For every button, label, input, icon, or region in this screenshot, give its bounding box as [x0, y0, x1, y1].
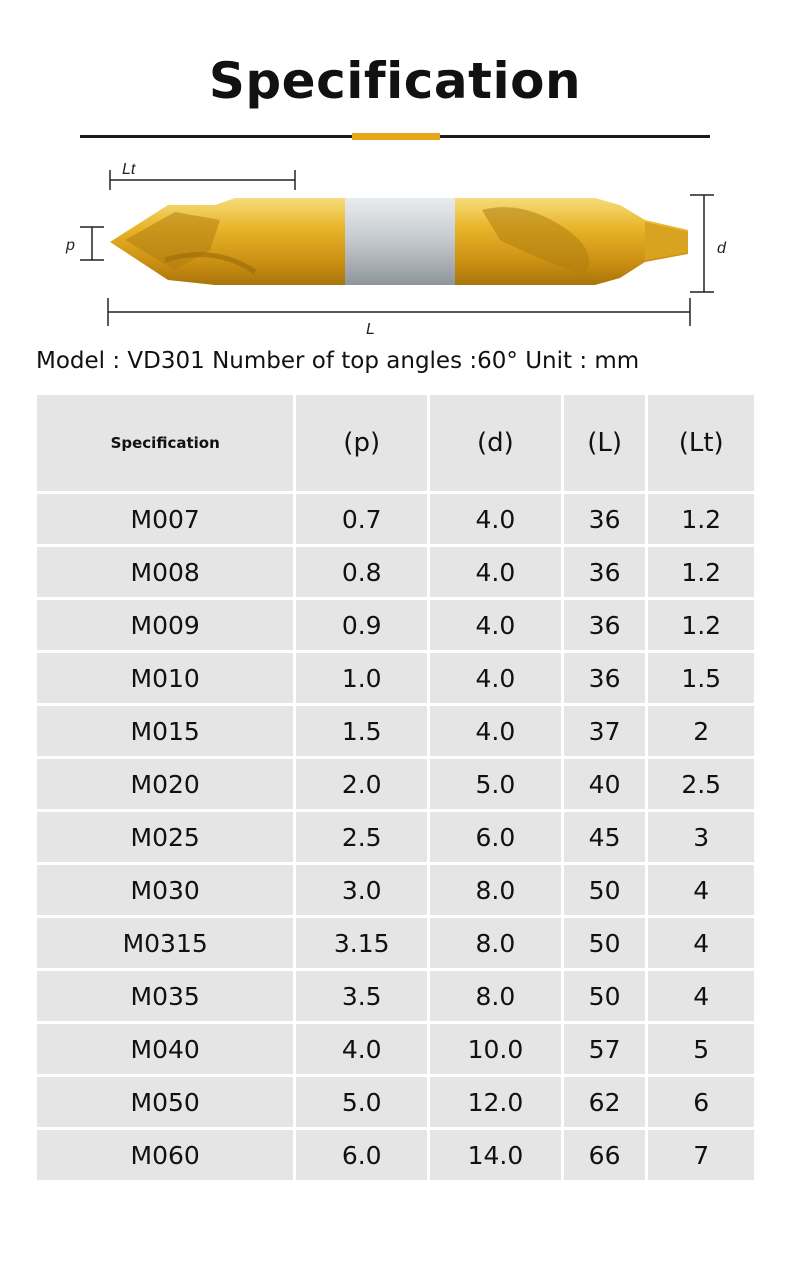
cell-l: 50 [563, 918, 646, 968]
cell-l: 57 [563, 1024, 646, 1074]
cell-lt: 1.5 [648, 653, 754, 703]
lt-label: Lt [122, 161, 136, 178]
cell-d: 5.0 [430, 759, 561, 809]
header-l: (L) [563, 395, 646, 491]
table-row: M007 0.7 4.0 36 1.2 [37, 494, 754, 544]
cell-lt: 2 [648, 706, 754, 756]
cell-d: 6.0 [430, 812, 561, 862]
cell-d: 10.0 [430, 1024, 561, 1074]
cell-l: 50 [563, 865, 646, 915]
cell-lt: 1.2 [648, 547, 754, 597]
title-divider-accent [352, 133, 440, 140]
cell-d: 4.0 [430, 600, 561, 650]
cell-p: 4.0 [296, 1024, 428, 1074]
d-dimension: d [690, 194, 727, 293]
table-row: M060 6.0 14.0 66 7 [37, 1130, 754, 1180]
cell-p: 1.0 [296, 653, 428, 703]
center-drill-image [110, 198, 688, 285]
cell-spec: M020 [37, 759, 294, 809]
cell-lt: 4 [648, 918, 754, 968]
cell-l: 66 [563, 1130, 646, 1180]
cell-l: 36 [563, 653, 646, 703]
cell-d: 4.0 [430, 653, 561, 703]
cell-lt: 7 [648, 1130, 754, 1180]
cell-spec: M008 [37, 547, 294, 597]
cell-p: 6.0 [296, 1130, 428, 1180]
cell-p: 0.9 [296, 600, 428, 650]
cell-p: 5.0 [296, 1077, 428, 1127]
cell-lt: 4 [648, 971, 754, 1021]
table-row: M015 1.5 4.0 37 2 [37, 706, 754, 756]
table-row: M010 1.0 4.0 36 1.5 [37, 653, 754, 703]
table-row: M050 5.0 12.0 62 6 [37, 1077, 754, 1127]
cell-d: 8.0 [430, 971, 561, 1021]
cell-lt: 5 [648, 1024, 754, 1074]
cell-l: 37 [563, 706, 646, 756]
cell-p: 1.5 [296, 706, 428, 756]
cell-spec: M015 [37, 706, 294, 756]
header-d: (d) [430, 395, 561, 491]
cell-l: 36 [563, 494, 646, 544]
page-title: Specification [208, 52, 582, 110]
cell-l: 40 [563, 759, 646, 809]
cell-spec: M009 [37, 600, 294, 650]
cell-lt: 1.2 [648, 494, 754, 544]
cell-p: 3.5 [296, 971, 428, 1021]
cell-l: 36 [563, 547, 646, 597]
cell-l: 45 [563, 812, 646, 862]
table-header-row: Specification (p) (d) (L) (Lt) [37, 395, 754, 491]
cell-spec: M035 [37, 971, 294, 1021]
d-label: d [717, 240, 727, 257]
table-row: M020 2.0 5.0 40 2.5 [37, 759, 754, 809]
table-row: M025 2.5 6.0 45 3 [37, 812, 754, 862]
cell-spec: M0315 [37, 918, 294, 968]
cell-spec: M050 [37, 1077, 294, 1127]
cell-spec: M025 [37, 812, 294, 862]
cell-l: 62 [563, 1077, 646, 1127]
cell-d: 14.0 [430, 1130, 561, 1180]
header-lt: (Lt) [648, 395, 754, 491]
cell-d: 12.0 [430, 1077, 561, 1127]
cell-p: 0.7 [296, 494, 428, 544]
table-row: M009 0.9 4.0 36 1.2 [37, 600, 754, 650]
cell-p: 3.15 [296, 918, 428, 968]
cell-lt: 4 [648, 865, 754, 915]
table-row: M035 3.5 8.0 50 4 [37, 971, 754, 1021]
cell-d: 8.0 [430, 865, 561, 915]
header-p: (p) [296, 395, 428, 491]
cell-lt: 2.5 [648, 759, 754, 809]
cell-p: 3.0 [296, 865, 428, 915]
cell-d: 4.0 [430, 706, 561, 756]
table-row: M030 3.0 8.0 50 4 [37, 865, 754, 915]
table-row: M008 0.8 4.0 36 1.2 [37, 547, 754, 597]
cell-spec: M060 [37, 1130, 294, 1180]
lt-dimension: Lt [109, 161, 296, 190]
cell-lt: 3 [648, 812, 754, 862]
l-dimension: L [107, 298, 691, 338]
cell-spec: M010 [37, 653, 294, 703]
p-label: p [65, 237, 75, 254]
specification-table: Specification (p) (d) (L) (Lt) M007 0.7 4.… [34, 392, 757, 1183]
l-label: L [366, 321, 375, 338]
cell-spec: M040 [37, 1024, 294, 1074]
cell-p: 2.5 [296, 812, 428, 862]
cell-lt: 1.2 [648, 600, 754, 650]
cell-lt: 6 [648, 1077, 754, 1127]
header-specification: Specification [37, 395, 294, 491]
cell-d: 8.0 [430, 918, 561, 968]
cell-p: 2.0 [296, 759, 428, 809]
cell-d: 4.0 [430, 494, 561, 544]
p-dimension: p [65, 226, 104, 261]
table-row: M040 4.0 10.0 57 5 [37, 1024, 754, 1074]
model-info: Model : VD301 Number of top angles :60° … [36, 348, 640, 374]
cell-d: 4.0 [430, 547, 561, 597]
cell-l: 36 [563, 600, 646, 650]
cell-l: 50 [563, 971, 646, 1021]
cell-p: 0.8 [296, 547, 428, 597]
drill-dimension-drawing: Lt p d L [65, 161, 727, 338]
cell-spec: M007 [37, 494, 294, 544]
cell-spec: M030 [37, 865, 294, 915]
table-row: M0315 3.15 8.0 50 4 [37, 918, 754, 968]
